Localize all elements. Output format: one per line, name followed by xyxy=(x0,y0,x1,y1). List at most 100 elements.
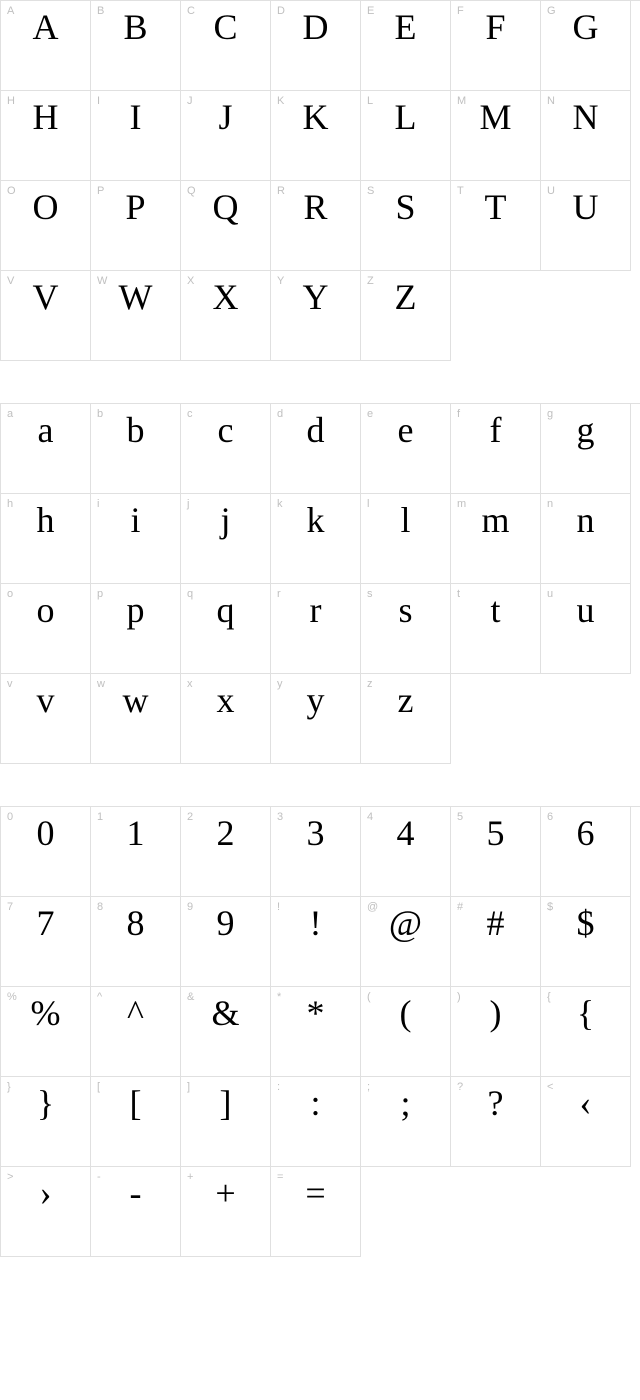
charmap-cell[interactable]: II xyxy=(91,91,181,181)
charmap-cell[interactable]: VV xyxy=(1,271,91,361)
charmap-cell[interactable]: yy xyxy=(271,674,361,764)
charmap-cell[interactable]: NN xyxy=(541,91,631,181)
cell-glyph: q xyxy=(181,592,270,628)
cell-glyph: % xyxy=(1,995,90,1031)
charmap-cell[interactable]: ?? xyxy=(451,1077,541,1167)
charmap-cell[interactable]: UU xyxy=(541,181,631,271)
charmap-cell[interactable]: KK xyxy=(271,91,361,181)
charmap-cell[interactable]: XX xyxy=(181,271,271,361)
charmap-section-numbers-symbols: 00112233445566 778899!!@@##$$%%^^&&**(())… xyxy=(0,806,640,1257)
cell-glyph: o xyxy=(1,592,90,628)
charmap-cell[interactable]: ff xyxy=(451,404,541,494)
charmap-cell[interactable]: hh xyxy=(1,494,91,584)
cell-glyph: k xyxy=(271,502,360,538)
charmap-cell[interactable]: YY xyxy=(271,271,361,361)
charmap-cell[interactable]: $$ xyxy=(541,897,631,987)
charmap-cell[interactable]: MM xyxy=(451,91,541,181)
charmap-cell[interactable]: >› xyxy=(1,1167,91,1257)
charmap-cell[interactable]: ^^ xyxy=(91,987,181,1077)
charmap-cell[interactable]: zz xyxy=(361,674,451,764)
charmap-cell[interactable]: xx xyxy=(181,674,271,764)
charmap-cell[interactable]: ss xyxy=(361,584,451,674)
charmap-cell[interactable]: QQ xyxy=(181,181,271,271)
charmap-cell[interactable]: AA xyxy=(1,1,91,91)
cell-glyph: J xyxy=(181,99,270,135)
charmap-cell[interactable]: ++ xyxy=(181,1167,271,1257)
charmap-cell[interactable]: %% xyxy=(1,987,91,1077)
charmap-cell[interactable]: {{ xyxy=(541,987,631,1077)
charmap-cell[interactable]: DD xyxy=(271,1,361,91)
charmap-cell[interactable]: cc xyxy=(181,404,271,494)
charmap-cell[interactable]: == xyxy=(271,1167,361,1257)
cell-glyph: ] xyxy=(181,1085,270,1121)
charmap-cell[interactable]: 88 xyxy=(91,897,181,987)
charmap-cell[interactable]: @@ xyxy=(361,897,451,987)
charmap-cell[interactable]: BB xyxy=(91,1,181,91)
charmap-cell[interactable]: ZZ xyxy=(361,271,451,361)
charmap-cell[interactable]: aa xyxy=(1,404,91,494)
charmap-cell[interactable]: -- xyxy=(91,1167,181,1257)
charmap-cell[interactable]: bb xyxy=(91,404,181,494)
charmap-cell[interactable]: ii xyxy=(91,494,181,584)
charmap-cell[interactable]: <‹ xyxy=(541,1077,631,1167)
charmap-cell[interactable]: WW xyxy=(91,271,181,361)
charmap-cell[interactable]: GG xyxy=(541,1,631,91)
charmap-cell[interactable]: !! xyxy=(271,897,361,987)
charmap-cell[interactable]: (( xyxy=(361,987,451,1077)
cell-glyph: g xyxy=(541,412,630,448)
charmap-cell[interactable]: 22 xyxy=(181,807,271,897)
charmap-cell[interactable]: && xyxy=(181,987,271,1077)
charmap-cell[interactable]: CC xyxy=(181,1,271,91)
charmap-cell[interactable]: dd xyxy=(271,404,361,494)
charmap-cell[interactable]: FF xyxy=(451,1,541,91)
charmap-cell[interactable]: OO xyxy=(1,181,91,271)
cell-glyph: z xyxy=(361,682,450,718)
charmap-cell[interactable]: ee xyxy=(361,404,451,494)
charmap-cell[interactable]: ll xyxy=(361,494,451,584)
charmap-cell[interactable]: [[ xyxy=(91,1077,181,1167)
charmap-cell[interactable]: kk xyxy=(271,494,361,584)
charmap-cell[interactable]: 00 xyxy=(1,807,91,897)
charmap-cell[interactable]: 99 xyxy=(181,897,271,987)
charmap-cell[interactable]: ]] xyxy=(181,1077,271,1167)
charmap-cell[interactable]: nn xyxy=(541,494,631,584)
charmap-cell[interactable]: qq xyxy=(181,584,271,674)
charmap-cell[interactable]: vv xyxy=(1,674,91,764)
charmap-cell[interactable]: }} xyxy=(1,1077,91,1167)
charmap-cell[interactable]: 77 xyxy=(1,897,91,987)
charmap-cell[interactable]: RR xyxy=(271,181,361,271)
charmap-cell[interactable]: pp xyxy=(91,584,181,674)
cell-glyph: w xyxy=(91,682,180,718)
charmap-grid: aabbccddeeffgg hhiijjkkllmmnn ooppqqrrsstt… xyxy=(0,403,640,764)
charmap-cell[interactable]: PP xyxy=(91,181,181,271)
charmap-cell[interactable]: oo xyxy=(1,584,91,674)
charmap-cell[interactable]: gg xyxy=(541,404,631,494)
charmap-cell[interactable]: uu xyxy=(541,584,631,674)
charmap-cell[interactable]: 33 xyxy=(271,807,361,897)
charmap-cell[interactable]: ** xyxy=(271,987,361,1077)
charmap-cell[interactable]: )) xyxy=(451,987,541,1077)
charmap-cell[interactable]: JJ xyxy=(181,91,271,181)
charmap-cell[interactable]: ;; xyxy=(361,1077,451,1167)
charmap-cell[interactable]: TT xyxy=(451,181,541,271)
charmap-cell[interactable]: :: xyxy=(271,1077,361,1167)
cell-glyph: a xyxy=(1,412,90,448)
charmap-cell[interactable]: EE xyxy=(361,1,451,91)
charmap-cell[interactable]: tt xyxy=(451,584,541,674)
charmap-cell[interactable]: 44 xyxy=(361,807,451,897)
charmap-cell[interactable]: 11 xyxy=(91,807,181,897)
charmap-cell[interactable]: HH xyxy=(1,91,91,181)
charmap-cell[interactable]: SS xyxy=(361,181,451,271)
charmap-cell[interactable]: 66 xyxy=(541,807,631,897)
cell-glyph: ‹ xyxy=(541,1085,630,1121)
charmap-cell[interactable]: rr xyxy=(271,584,361,674)
charmap-cell[interactable]: 55 xyxy=(451,807,541,897)
cell-glyph: m xyxy=(451,502,540,538)
cell-glyph: › xyxy=(1,1175,90,1211)
charmap-cell[interactable]: ww xyxy=(91,674,181,764)
charmap-cell[interactable]: LL xyxy=(361,91,451,181)
charmap-cell[interactable]: jj xyxy=(181,494,271,584)
charmap-cell[interactable]: mm xyxy=(451,494,541,584)
charmap-cell[interactable]: ## xyxy=(451,897,541,987)
cell-glyph: G xyxy=(541,9,630,45)
